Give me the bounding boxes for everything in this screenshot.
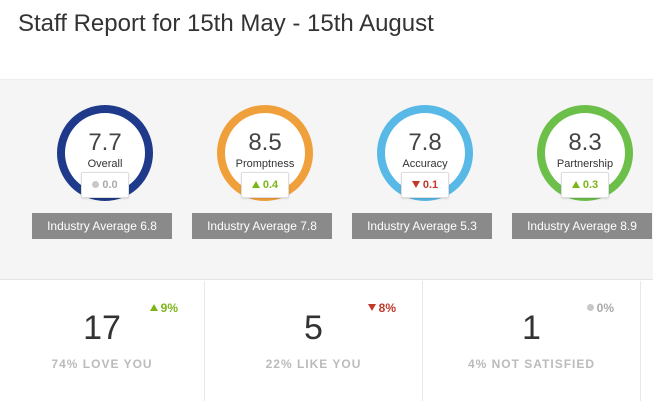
score-partnership: 8.3 Partnership 0.3 Industry Average 8.9 xyxy=(512,80,653,280)
score-delta-value: 0.0 xyxy=(102,179,118,191)
score-value: 8.5 xyxy=(248,129,282,156)
neutral-dot-icon xyxy=(586,304,594,312)
triangle-down-icon xyxy=(411,180,420,188)
industry-average-bar: Industry Average 8.9 xyxy=(512,213,652,239)
stat-delta-value: 8% xyxy=(378,301,396,315)
industry-average-bar: Industry Average 5.3 xyxy=(352,213,492,239)
score-delta-value: 0.4 xyxy=(262,179,279,191)
stat-card-not-satisfied: 0% 1 4% NOT SATISFIED xyxy=(423,281,641,401)
stat-label: 22% LIKE YOU xyxy=(265,357,362,371)
stat-card-love: 9% 17 74% LOVE YOU xyxy=(0,281,205,401)
score-delta-badge: 0.1 xyxy=(401,172,449,198)
stat-delta: 9% xyxy=(149,301,178,315)
triangle-down-icon xyxy=(367,304,376,312)
score-label: Partnership xyxy=(556,158,614,170)
stat-count: 5 xyxy=(304,309,323,347)
stat-label: 4% NOT SATISFIED xyxy=(467,357,596,371)
score-delta-badge: 0.4 xyxy=(241,172,289,198)
score-ring: 7.8 Accuracy 0.1 xyxy=(377,105,473,201)
stat-count: 17 xyxy=(83,309,121,347)
score-value: 8.3 xyxy=(568,129,602,156)
score-delta-value: 0.1 xyxy=(422,179,439,191)
triangle-up-icon xyxy=(149,304,158,312)
score-ring: 7.7 Overall 0.0 xyxy=(57,105,153,201)
scores-panel: 7.7 Overall 0.0 Industry Average 6.8 8.5… xyxy=(0,80,653,280)
report-header: Staff Report for 15th May - 15th August xyxy=(0,0,653,80)
score-overall: 7.7 Overall 0.0 Industry Average 6.8 xyxy=(32,80,192,280)
triangle-up-icon xyxy=(571,180,580,188)
industry-average-bar: Industry Average 7.8 xyxy=(192,213,332,239)
score-delta-badge: 0.0 xyxy=(81,172,129,198)
score-value: 7.8 xyxy=(408,129,442,156)
stat-delta: 0% xyxy=(586,301,614,315)
score-label: Accuracy xyxy=(402,158,448,170)
stat-delta-value: 9% xyxy=(160,301,178,315)
score-delta-badge: 0.3 xyxy=(561,172,609,198)
industry-average-bar: Industry Average 6.8 xyxy=(32,213,172,239)
stat-delta-value: 0% xyxy=(596,301,614,315)
score-value: 7.7 xyxy=(88,129,122,156)
score-ring: 8.3 Partnership 0.3 xyxy=(537,105,633,201)
stat-label: 74% LOVE YOU xyxy=(51,357,153,371)
stat-card-like: 8% 5 22% LIKE YOU xyxy=(205,281,423,401)
score-promptness: 8.5 Promptness 0.4 Industry Average 7.8 xyxy=(192,80,352,280)
score-delta-value: 0.3 xyxy=(582,179,599,191)
triangle-up-icon xyxy=(251,180,260,188)
page-title: Staff Report for 15th May - 15th August xyxy=(18,10,434,37)
score-ring: 8.5 Promptness 0.4 xyxy=(217,105,313,201)
stat-delta: 8% xyxy=(367,301,396,315)
neutral-dot-icon xyxy=(92,180,100,188)
score-accuracy: 7.8 Accuracy 0.1 Industry Average 5.3 xyxy=(352,80,512,280)
sentiment-stats-row: 9% 17 74% LOVE YOU 8% 5 22% LIKE YOU 0% … xyxy=(0,281,653,401)
score-label: Promptness xyxy=(235,158,295,170)
score-label: Overall xyxy=(87,158,123,170)
stat-count: 1 xyxy=(522,309,541,347)
